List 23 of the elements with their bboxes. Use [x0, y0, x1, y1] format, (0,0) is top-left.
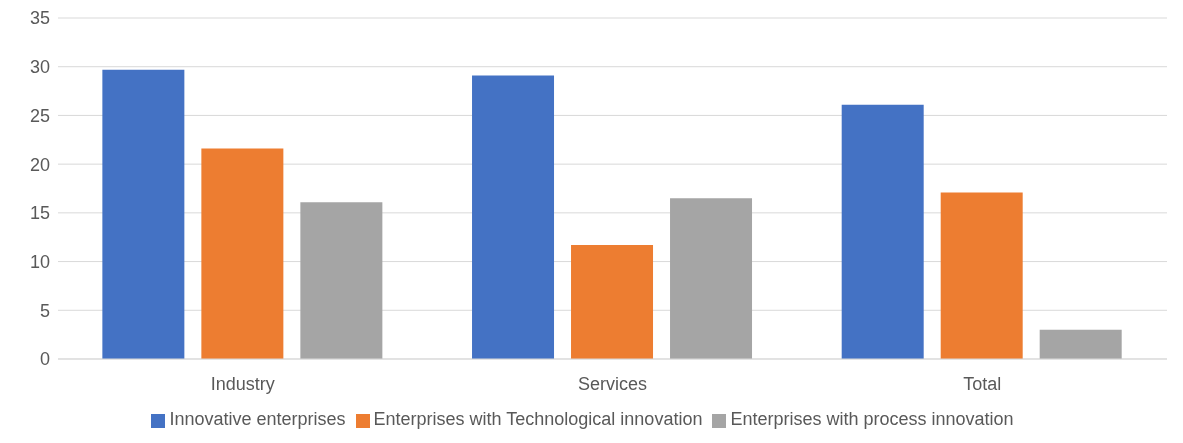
- bar: [300, 202, 383, 359]
- x-tick-label: Services: [577, 373, 648, 394]
- y-tick-label: 25: [29, 105, 50, 126]
- y-tick-label: 5: [39, 300, 50, 321]
- y-tick-label: 0: [39, 349, 50, 370]
- bar: [940, 192, 1023, 359]
- bar: [201, 148, 284, 359]
- y-tick-label: 30: [29, 57, 50, 78]
- bar: [472, 75, 555, 359]
- bar: [1039, 329, 1122, 359]
- legend-label: Innovative enterprises: [169, 409, 346, 429]
- y-tick-label: 35: [29, 8, 50, 29]
- y-tick-label: 15: [29, 203, 50, 224]
- bar: [841, 104, 924, 359]
- legend-label: Enterprises with process innovation: [730, 409, 1014, 429]
- y-tick-label: 20: [29, 154, 50, 175]
- bar: [571, 245, 654, 359]
- bar: [102, 69, 185, 359]
- y-tick-label: 10: [29, 251, 50, 272]
- x-tick-label: Industry: [210, 373, 275, 394]
- legend-label: Enterprises with Technological innovation: [373, 409, 703, 429]
- bar: [670, 198, 753, 359]
- x-tick-label: Total: [963, 373, 1002, 394]
